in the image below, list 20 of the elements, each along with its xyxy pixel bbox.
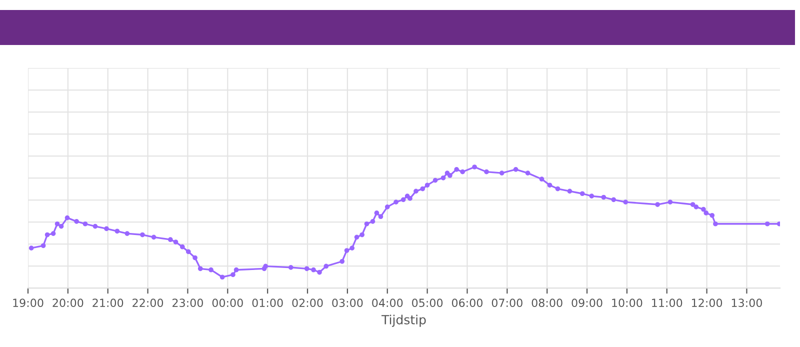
x-tick-label: 07:00 bbox=[492, 298, 522, 308]
x-tick-label: 02:00 bbox=[292, 298, 323, 308]
x-tick-label: 20:00 bbox=[52, 298, 84, 308]
x-tick-label: 11:00 bbox=[652, 298, 682, 308]
x-tick-label: 05:00 bbox=[412, 298, 443, 308]
x-tick-label: 01:00 bbox=[252, 298, 283, 308]
x-tick-label: 12:00 bbox=[692, 298, 722, 308]
x-tick-label: 08:00 bbox=[532, 298, 562, 308]
x-tick-label: 00:00 bbox=[212, 298, 243, 308]
x-tick-label: 03:00 bbox=[332, 298, 363, 308]
x-tick-label: 13:00 bbox=[732, 298, 762, 308]
x-tick-label: 06:00 bbox=[452, 298, 482, 308]
x-tick-label: 04:00 bbox=[372, 298, 403, 308]
x-tick-label: 21:00 bbox=[92, 298, 124, 308]
x-tick-label: 22:00 bbox=[132, 298, 164, 308]
x-tick-label: 23:00 bbox=[172, 298, 203, 308]
x-tick-label: 19:00 bbox=[13, 298, 44, 308]
x-tick-label: 10:00 bbox=[612, 298, 642, 308]
x-axis-title: Tijdstip bbox=[381, 314, 426, 327]
x-tick-label: 09:00 bbox=[572, 298, 602, 308]
